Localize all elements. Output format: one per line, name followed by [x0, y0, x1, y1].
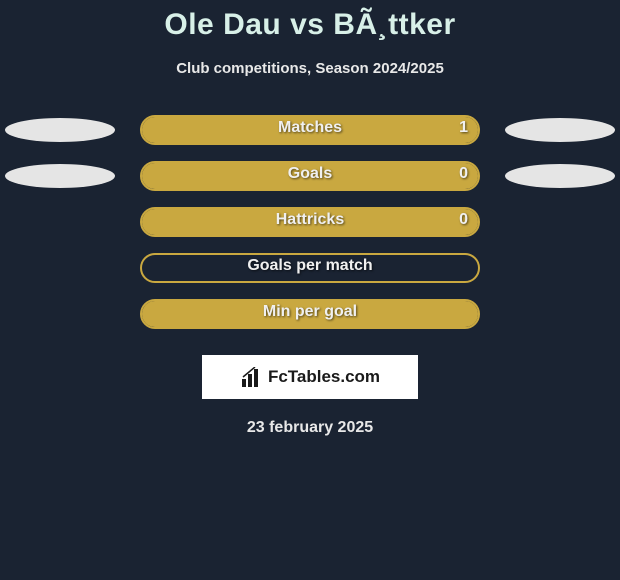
stat-label: Goals per match [140, 257, 480, 275]
bar-chart-icon [240, 367, 264, 387]
left-value-ellipse [5, 164, 115, 188]
stat-value: 1 [459, 119, 468, 137]
stat-row: Goals0 [0, 161, 620, 207]
page-title: Ole Dau vs BÃ¸ttker [0, 8, 620, 42]
stat-row: Hattricks0 [0, 207, 620, 253]
logo-text: FcTables.com [268, 367, 380, 387]
logo-box[interactable]: FcTables.com [202, 355, 418, 399]
stat-row: Min per goal [0, 299, 620, 345]
right-value-ellipse [505, 118, 615, 142]
left-value-ellipse [5, 118, 115, 142]
right-value-ellipse [505, 164, 615, 188]
stat-row: Matches1 [0, 115, 620, 161]
stats-rows: Matches1Goals0Hattricks0Goals per matchM… [0, 115, 620, 345]
subtitle: Club competitions, Season 2024/2025 [0, 60, 620, 77]
stat-label: Goals [140, 165, 480, 183]
stat-label: Min per goal [140, 303, 480, 321]
stat-row: Goals per match [0, 253, 620, 299]
stat-label: Hattricks [140, 211, 480, 229]
infographic-container: Ole Dau vs BÃ¸ttker Club competitions, S… [0, 0, 620, 437]
date-text: 23 february 2025 [0, 419, 620, 437]
stat-value: 0 [459, 211, 468, 229]
stat-label: Matches [140, 119, 480, 137]
stat-value: 0 [459, 165, 468, 183]
